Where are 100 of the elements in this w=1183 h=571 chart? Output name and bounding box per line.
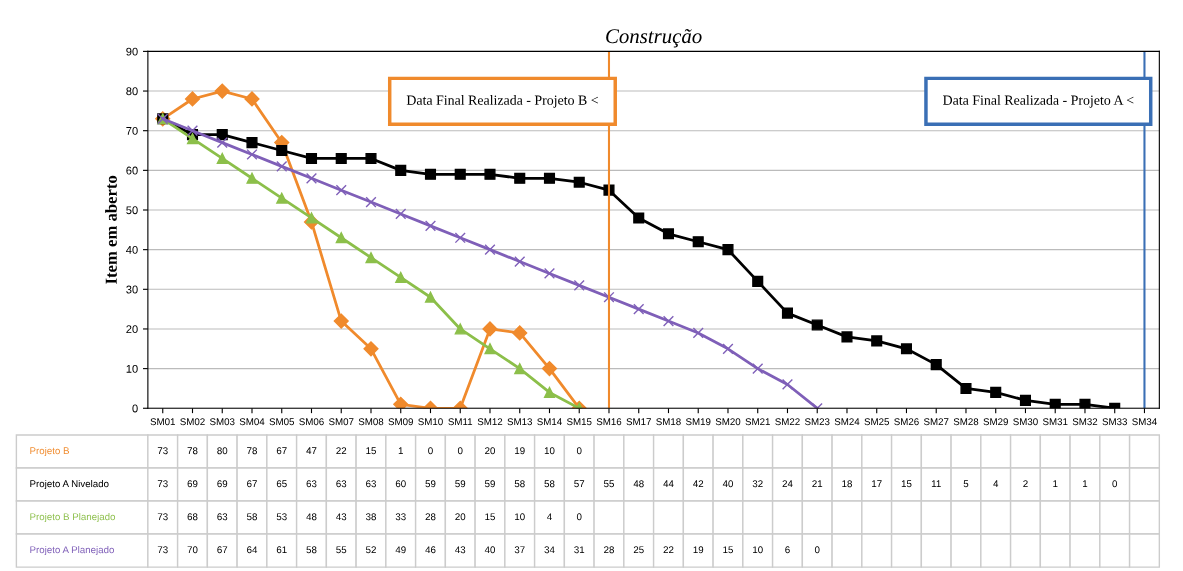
x-tick-label: SM25 bbox=[864, 418, 890, 426]
data-label: 43 bbox=[455, 546, 466, 554]
y-tick-label: 50 bbox=[126, 206, 138, 215]
data-label: 42 bbox=[693, 480, 704, 488]
data-label: 58 bbox=[514, 480, 525, 488]
y-tick-label: 30 bbox=[126, 285, 138, 294]
text: Projeto B bbox=[30, 447, 70, 457]
x-tick-label: SM02 bbox=[180, 418, 205, 426]
data-label: 4 bbox=[547, 513, 552, 521]
data-label: 46 bbox=[425, 546, 436, 554]
data-label: 2 bbox=[1023, 480, 1028, 488]
data-label: 53 bbox=[276, 513, 287, 521]
x-tick-label: SM24 bbox=[834, 418, 860, 426]
data-label: 68 bbox=[187, 513, 198, 521]
data-label: 63 bbox=[306, 480, 317, 488]
data-label: 22 bbox=[663, 546, 674, 554]
data-label: 0 bbox=[814, 546, 820, 554]
text: Projeto A Nivelado bbox=[30, 480, 109, 490]
x-tick-label: SM11 bbox=[448, 418, 473, 426]
x-tick-label: SM26 bbox=[894, 418, 919, 426]
x-tick-label: SM18 bbox=[656, 418, 681, 426]
y-tick-label: 20 bbox=[126, 325, 138, 334]
x-tick-label: SM30 bbox=[1013, 418, 1038, 426]
data-label: 17 bbox=[872, 480, 882, 488]
data-label: 43 bbox=[336, 513, 347, 521]
data-label: 15 bbox=[723, 546, 733, 554]
data-label: 40 bbox=[484, 546, 496, 554]
data-label: 31 bbox=[574, 546, 585, 554]
ref-line-label: Data Final Realizada - Projeto A < bbox=[943, 95, 1134, 108]
data-label: 24 bbox=[782, 480, 793, 488]
data-label: 58 bbox=[306, 546, 317, 554]
x-tick-label: SM21 bbox=[745, 418, 770, 426]
data-label: 28 bbox=[425, 513, 436, 521]
x-tick-label: SM27 bbox=[923, 418, 949, 426]
y-tick-label: 60 bbox=[126, 166, 138, 175]
data-label: 73 bbox=[157, 546, 168, 554]
x-tick-label: SM10 bbox=[418, 418, 443, 426]
data-label: 32 bbox=[752, 480, 763, 488]
data-label: 63 bbox=[366, 480, 376, 488]
data-label: 19 bbox=[515, 447, 525, 455]
x-tick-label: SM28 bbox=[953, 418, 979, 426]
x-tick-label: SM22 bbox=[775, 418, 800, 426]
y-tick-label: 10 bbox=[126, 364, 138, 373]
data-label: 33 bbox=[395, 513, 406, 521]
ref-line-label: Data Final Realizada - Projeto B < bbox=[406, 95, 598, 108]
x-tick-label: SM15 bbox=[566, 418, 592, 426]
x-tick-label: SM03 bbox=[209, 418, 235, 426]
x-tick-label: SM13 bbox=[507, 418, 533, 426]
text: Projeto A Planejado bbox=[30, 546, 114, 556]
data-label: 60 bbox=[395, 480, 406, 488]
data-label: 25 bbox=[633, 546, 644, 554]
data-label: 78 bbox=[187, 447, 198, 455]
y-tick-label: 40 bbox=[126, 245, 138, 254]
x-tick-label: SM09 bbox=[388, 418, 413, 426]
data-label: 20 bbox=[455, 513, 466, 521]
data-label: 48 bbox=[633, 480, 644, 488]
data-label: 73 bbox=[157, 513, 168, 521]
data-label: 64 bbox=[247, 546, 258, 554]
data-label: 55 bbox=[336, 546, 347, 554]
data-label: 78 bbox=[247, 447, 257, 455]
y-tick-label: 70 bbox=[126, 126, 138, 135]
data-label: 19 bbox=[693, 546, 704, 554]
y-axis-title: Item em aberto bbox=[105, 175, 117, 284]
data-label: 10 bbox=[515, 513, 525, 521]
x-tick-label: SM33 bbox=[1102, 418, 1127, 426]
data-label: 57 bbox=[574, 480, 585, 488]
data-label: 55 bbox=[603, 480, 614, 488]
data-label: 61 bbox=[276, 546, 287, 554]
data-label: 0 bbox=[428, 447, 433, 455]
data-label: 59 bbox=[425, 480, 436, 488]
x-tick-label: SM31 bbox=[1042, 418, 1068, 426]
data-label: 59 bbox=[455, 480, 466, 488]
x-tick-label: SM12 bbox=[477, 418, 503, 426]
x-tick-label: SM17 bbox=[626, 418, 651, 426]
data-label: 70 bbox=[187, 546, 198, 554]
data-label: 0 bbox=[576, 447, 582, 455]
data-label: 38 bbox=[365, 513, 376, 521]
data-label: 10 bbox=[544, 447, 555, 455]
data-label: 47 bbox=[306, 447, 317, 455]
x-tick-label: SM01 bbox=[150, 418, 175, 426]
data-label: 15 bbox=[485, 513, 495, 521]
data-label: 69 bbox=[217, 480, 228, 488]
data-label: 59 bbox=[484, 480, 495, 488]
data-label: 49 bbox=[395, 546, 406, 554]
x-tick-label: SM29 bbox=[983, 418, 1008, 426]
y-tick-label: 0 bbox=[132, 404, 138, 413]
data-label: 58 bbox=[544, 480, 555, 488]
data-label: 11 bbox=[931, 480, 941, 488]
data-label: 67 bbox=[276, 447, 287, 455]
data-label: 40 bbox=[722, 480, 734, 488]
x-tick-label: SM14 bbox=[537, 418, 562, 426]
x-tick-label: SM06 bbox=[299, 418, 324, 426]
data-label: 1 bbox=[1053, 480, 1058, 488]
data-label: 20 bbox=[485, 447, 496, 455]
data-label: 48 bbox=[306, 513, 317, 521]
text: Projeto B Planejado bbox=[30, 513, 116, 523]
data-label: 52 bbox=[365, 546, 376, 554]
chart-title: Construção bbox=[606, 29, 702, 48]
data-label: 0 bbox=[576, 513, 582, 521]
data-label: 67 bbox=[247, 480, 257, 488]
